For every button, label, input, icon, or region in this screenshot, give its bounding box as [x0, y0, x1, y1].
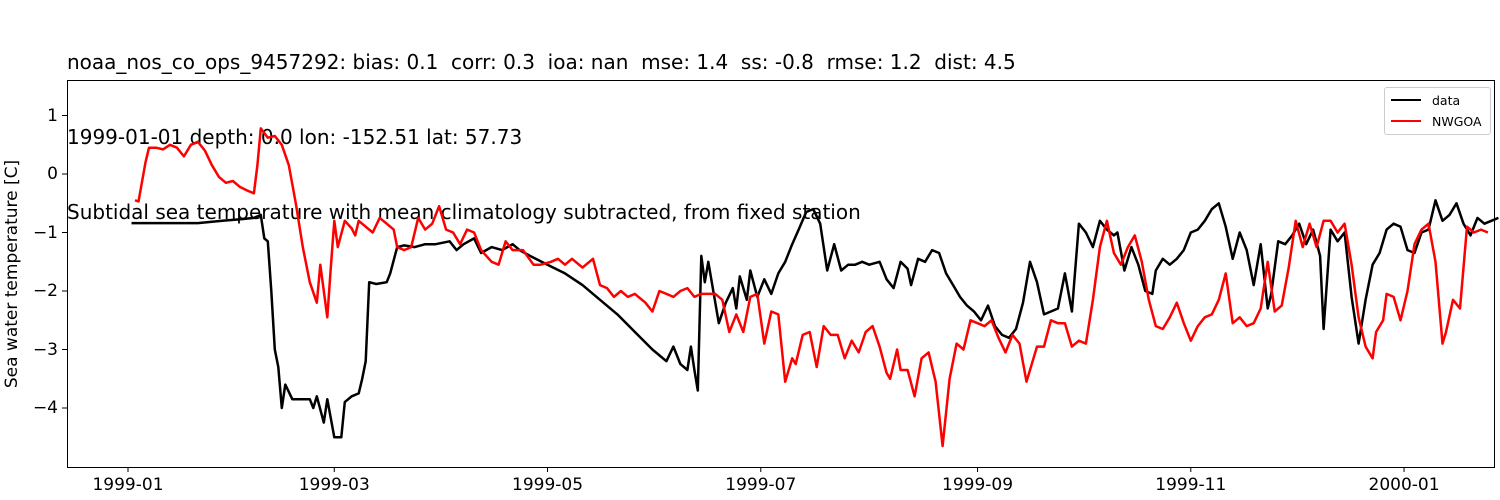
series-line-nwgoa [134, 127, 1489, 448]
legend-swatch-black-line-icon [1391, 99, 1421, 101]
axes-frame [67, 80, 1495, 468]
y-axis-ticks [62, 115, 67, 409]
title-description-line: Subtidal sea temperature with mean clima… [67, 200, 861, 224]
x-tick-label: 1999-09 [942, 475, 1014, 495]
legend-item-nwgoa: NWGOA [1391, 112, 1482, 130]
y-tick-label: −3 [32, 339, 58, 360]
x-axis-ticks [127, 467, 1405, 472]
x-tick-label: 1999-07 [725, 475, 797, 495]
x-tick-label: 1999-11 [1155, 475, 1227, 495]
title-location-line: 1999-01-01 depth: 0.0 lon: -152.51 lat: … [67, 125, 523, 149]
series-layer [131, 127, 1499, 448]
legend-swatch-red-line-icon [1391, 120, 1421, 122]
x-tick-label: 1999-01 [92, 475, 164, 495]
y-tick-label: −1 [32, 222, 58, 243]
y-tick-label: −2 [32, 281, 58, 301]
y-tick-label: 1 [47, 105, 58, 126]
series-line-data [131, 199, 1499, 439]
legend: data NWGOA [1384, 87, 1491, 135]
x-tick-label: 1999-05 [512, 475, 584, 495]
legend-item-data: data [1391, 91, 1460, 109]
legend-label: data [1432, 92, 1461, 108]
legend-label: NWGOA [1432, 113, 1482, 129]
x-tick-label: 1999-03 [298, 475, 370, 495]
y-tick-label: −4 [32, 398, 58, 418]
chart-title: noaa_nos_co_ops_9457292: bias: 0.1 corr:… [67, 0, 1016, 250]
x-tick-label: 2000-01 [1368, 475, 1440, 495]
title-metrics-line: noaa_nos_co_ops_9457292: bias: 0.1 corr:… [67, 50, 1016, 74]
y-tick-label: 0 [47, 164, 58, 184]
